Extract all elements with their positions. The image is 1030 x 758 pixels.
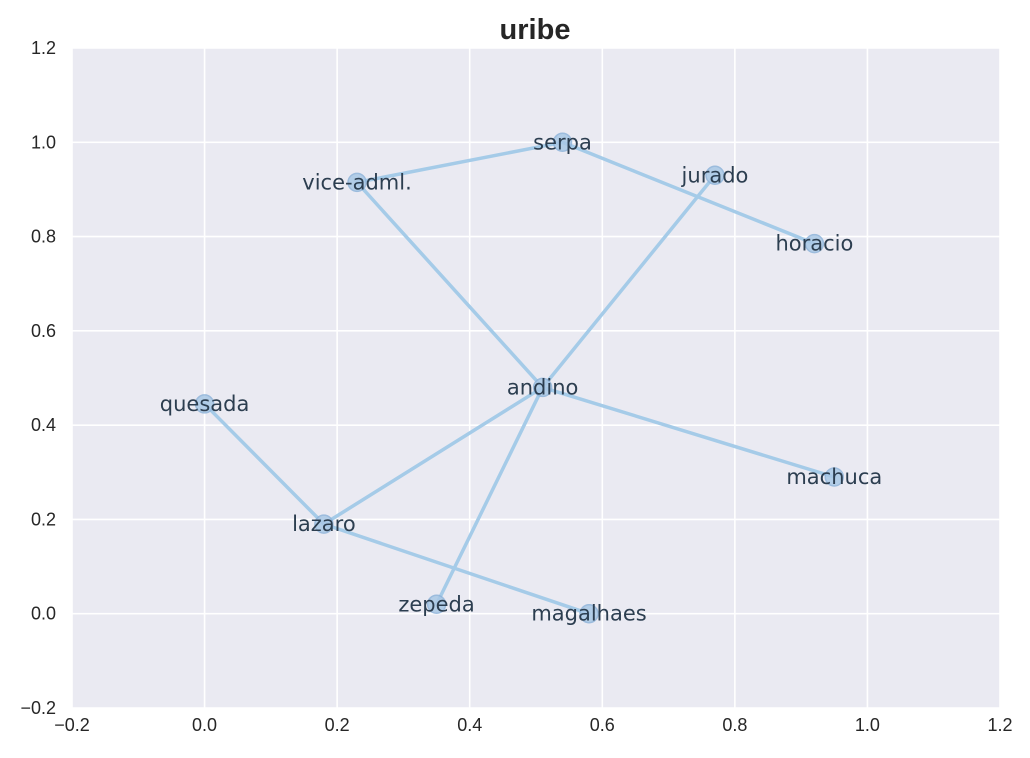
y-tick-label: 0.8 (31, 227, 56, 247)
node-horacio (804, 233, 825, 254)
edge-andino-machuca (540, 385, 837, 479)
node-jurado (705, 165, 725, 186)
node-serpa (552, 132, 573, 153)
x-tick-label: −0.2 (54, 715, 90, 735)
nodes (194, 132, 845, 624)
edge-viceadml-andino (355, 180, 545, 390)
edge-jurado-andino (540, 173, 717, 390)
node-quesada (194, 394, 215, 414)
y-tick-label: 0.6 (31, 321, 56, 341)
y-tick-label: 0.4 (31, 415, 56, 435)
edge-viceadml-serpa (355, 140, 565, 185)
node-label-magalhaes: magalhaes (531, 602, 646, 626)
node-zepeda (426, 594, 447, 615)
edge-serpa-horacio (560, 140, 817, 246)
y-tick-label: 0.2 (31, 509, 56, 529)
node-label-serpa: serpa (533, 130, 592, 154)
y-tick-label: −0.2 (20, 698, 56, 718)
grid-lines (71, 47, 1001, 709)
y-tick-label: 1.2 (31, 38, 56, 58)
y-axis: −0.2 0.0 0.2 0.4 0.6 0.8 1.0 1.2 (20, 38, 56, 718)
x-tick-label: 0.4 (457, 715, 482, 735)
node-label-horacio: horacio (775, 232, 853, 256)
node-labels: serpa vice-adml. jurado horacio andino quesad… (160, 130, 882, 625)
x-tick-label: 0.0 (192, 715, 217, 735)
edge-andino-lazaro (322, 385, 545, 526)
node-magalhaes (579, 603, 599, 624)
x-axis: −0.2 0.0 0.2 0.4 0.6 0.8 1.0 1.2 (54, 715, 1012, 735)
x-tick-label: 0.6 (590, 715, 615, 735)
edge-lazaro-magalhaes (322, 522, 591, 616)
x-tick-label: 0.2 (325, 715, 350, 735)
y-tick-label: 1.0 (31, 132, 56, 152)
node-viceadml (347, 172, 367, 193)
x-tick-label: 1.2 (987, 715, 1012, 735)
node-label-zepeda: zepeda (398, 592, 474, 616)
y-tick-label: 0.0 (31, 604, 56, 624)
x-tick-label: 1.0 (855, 715, 880, 735)
x-tick-label: 0.8 (722, 715, 747, 735)
node-lazaro (314, 514, 334, 534)
node-label-quesada: quesada (160, 392, 250, 416)
node-label-viceadml: vice-adml. (302, 170, 411, 194)
node-label-lazaro: lazaro (292, 512, 356, 536)
edges (202, 140, 837, 616)
node-machuca (824, 467, 845, 487)
node-label-jurado: jurado (681, 163, 749, 187)
chart-title: uribe (500, 14, 571, 46)
node-label-andino: andino (507, 375, 579, 399)
node-andino (532, 377, 553, 398)
edge-quesada-lazaro (202, 402, 326, 526)
node-label-machuca: machuca (786, 465, 882, 489)
